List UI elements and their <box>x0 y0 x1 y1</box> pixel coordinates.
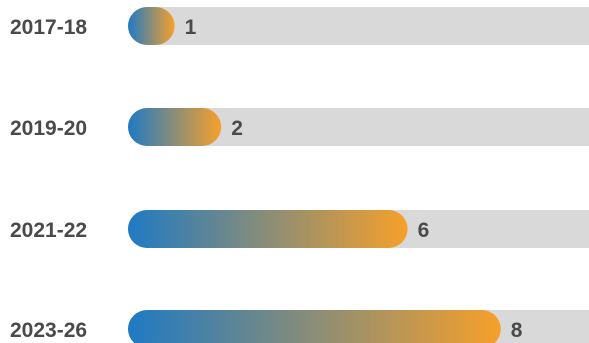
category-labels: 2017-18 2019-20 2021-22 2023-26 <box>10 16 87 342</box>
bar <box>128 108 222 146</box>
bar <box>128 7 175 45</box>
bar-tracks <box>128 7 589 343</box>
value-label: 8 <box>511 319 523 342</box>
bars <box>128 7 501 343</box>
category-label: 2021-22 <box>10 219 87 242</box>
bar <box>128 210 408 248</box>
bar-track <box>128 108 589 146</box>
category-label: 2017-18 <box>10 16 87 39</box>
bar <box>128 310 501 343</box>
category-label: 2023-26 <box>10 319 87 342</box>
value-label: 1 <box>185 16 197 39</box>
value-label: 2 <box>231 117 243 140</box>
value-label: 6 <box>418 219 430 242</box>
bar-track <box>128 7 589 45</box>
value-labels: 1 2 6 8 <box>185 16 523 342</box>
category-label: 2019-20 <box>10 117 87 140</box>
